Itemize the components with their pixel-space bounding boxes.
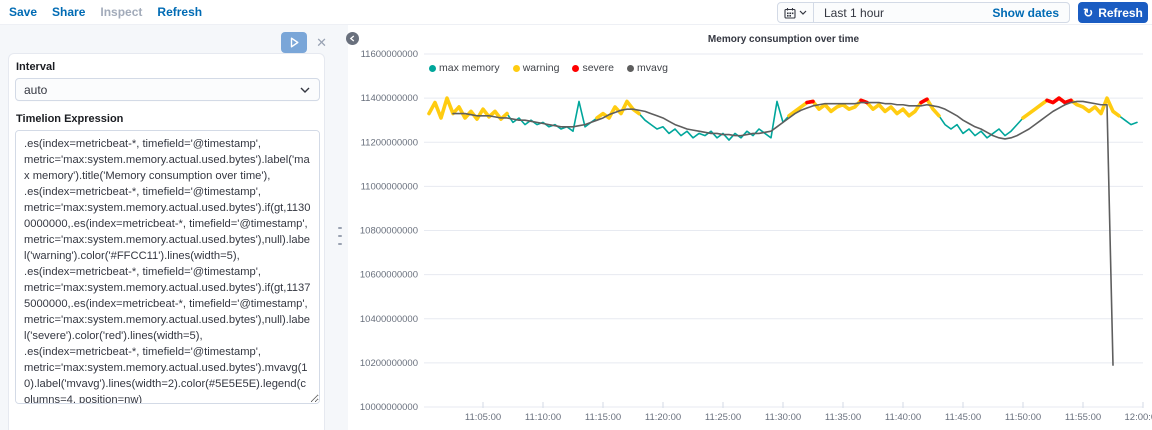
legend-item-warning: warning <box>512 62 560 74</box>
timelion-expression-input[interactable]: .es(index=metricbeat-*, timefield='@time… <box>15 130 320 404</box>
inspect-button[interactable]: Inspect <box>100 5 143 19</box>
editor-form-card: Interval auto Timelion Expression .es(in… <box>8 53 325 430</box>
interval-label: Interval <box>16 61 56 73</box>
legend-item-mvavg: mvavg <box>626 62 668 74</box>
time-picker-group: Last 1 hour Show dates ↻ Refresh <box>777 2 1148 23</box>
svg-text:11400000000: 11400000000 <box>361 93 418 104</box>
chevron-left-icon <box>349 35 355 42</box>
svg-text:11:05:00: 11:05:00 <box>465 412 501 423</box>
chevron-down-icon <box>799 10 807 15</box>
legend-item-severe: severe <box>572 62 614 74</box>
show-dates-button[interactable]: Show dates <box>992 5 1059 20</box>
share-button[interactable]: Share <box>52 5 86 19</box>
calendar-icon <box>784 7 796 19</box>
calendar-dropdown-button[interactable] <box>778 3 814 22</box>
refresh-link[interactable]: Refresh <box>157 5 203 19</box>
panel-resize-handle[interactable] <box>333 25 348 430</box>
expression-label: Timelion Expression <box>16 113 124 125</box>
svg-text:11600000000: 11600000000 <box>361 49 418 60</box>
svg-text:11:25:00: 11:25:00 <box>705 412 741 423</box>
play-icon <box>290 37 299 48</box>
legend-dot-icon <box>429 64 436 72</box>
interval-value: auto <box>24 82 48 97</box>
save-button[interactable]: Save <box>9 5 38 19</box>
drag-dots-icon <box>338 227 342 245</box>
legend-label: warning <box>522 62 560 74</box>
refresh-button-label: Refresh <box>1098 5 1143 20</box>
svg-text:10200000000: 10200000000 <box>360 358 418 369</box>
svg-text:11000000000: 11000000000 <box>361 181 418 192</box>
svg-text:10000000000: 10000000000 <box>360 402 418 413</box>
top-toolbar: Save Share Inspect Refresh <box>0 0 1152 25</box>
collapse-panel-button[interactable] <box>346 32 359 45</box>
chart-plot-area[interactable]: 11600000000 11400000000 11200000000 1100000… <box>348 25 1152 430</box>
refresh-icon: ↻ <box>1083 5 1094 20</box>
refresh-button[interactable]: ↻ Refresh <box>1078 2 1148 23</box>
svg-text:11:50:00: 11:50:00 <box>1005 412 1041 423</box>
chart-legend: max memory warning severe mvavg <box>429 62 668 74</box>
legend-dot-icon <box>626 64 634 72</box>
svg-text:12:00:00: 12:00:00 <box>1125 412 1152 423</box>
panel-actions: ✕ <box>281 32 329 53</box>
svg-text:10400000000: 10400000000 <box>360 314 418 325</box>
svg-text:10800000000: 10800000000 <box>360 226 418 237</box>
toolbar-links: Save Share Inspect Refresh <box>0 5 202 19</box>
super-date-picker: Last 1 hour Show dates <box>777 2 1070 23</box>
chart-title: Memory consumption over time <box>707 34 860 45</box>
svg-text:11:20:00: 11:20:00 <box>645 412 681 423</box>
close-icon[interactable]: ✕ <box>316 34 327 50</box>
svg-text:11:35:00: 11:35:00 <box>825 412 861 423</box>
run-expression-button[interactable] <box>281 32 308 53</box>
timelion-editor-panel: ✕ Interval auto Timelion Expression .es(… <box>0 25 333 430</box>
legend-item-max-memory: max memory <box>429 62 500 74</box>
svg-text:11:15:00: 11:15:00 <box>585 412 621 423</box>
timelion-chart-panel: Memory consumption over time max memory w… <box>348 25 1152 430</box>
legend-dot-icon <box>512 64 520 72</box>
svg-text:11:10:00: 11:10:00 <box>525 412 561 423</box>
legend-label: mvavg <box>636 62 668 74</box>
svg-text:10600000000: 10600000000 <box>360 270 418 281</box>
svg-text:11:45:00: 11:45:00 <box>945 412 981 423</box>
svg-text:11200000000: 11200000000 <box>361 137 418 148</box>
legend-label: max memory <box>439 62 500 74</box>
legend-dot-icon <box>572 64 580 72</box>
svg-text:11:40:00: 11:40:00 <box>885 412 921 423</box>
time-range-label[interactable]: Last 1 hour <box>824 5 885 20</box>
legend-label: severe <box>582 62 614 74</box>
interval-select[interactable]: auto <box>15 78 320 101</box>
svg-text:11:30:00: 11:30:00 <box>765 412 801 423</box>
svg-text:11:55:00: 11:55:00 <box>1065 412 1101 423</box>
chevron-down-icon <box>300 87 310 93</box>
